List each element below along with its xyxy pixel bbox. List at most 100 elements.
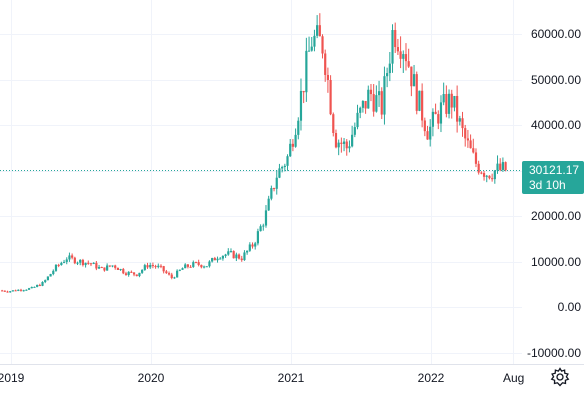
candle-up[interactable] (313, 29, 316, 52)
candle-down[interactable] (71, 253, 74, 260)
candle-up[interactable] (92, 262, 95, 265)
candle-up[interactable] (342, 137, 346, 152)
candle-up[interactable] (442, 82, 445, 106)
candle-down[interactable] (488, 175, 491, 180)
candle-up[interactable] (84, 262, 87, 268)
candle-up[interactable] (149, 262, 152, 269)
candle-down[interactable] (321, 34, 324, 59)
candle-up[interactable] (254, 241, 257, 250)
candle-up[interactable] (157, 263, 160, 269)
candle-down[interactable] (170, 272, 173, 280)
candle-down[interactable] (445, 85, 448, 118)
candle-down[interactable] (372, 84, 375, 117)
candle-up[interactable] (68, 252, 71, 262)
candle-up[interactable] (173, 276, 176, 279)
candle-up[interactable] (97, 264, 101, 270)
candle-up[interactable] (219, 256, 222, 260)
candle-down[interactable] (415, 71, 418, 115)
candle-up[interactable] (501, 157, 505, 172)
candle-up[interactable] (305, 37, 308, 102)
candle-up[interactable] (224, 253, 227, 258)
candle-down[interactable] (81, 258, 85, 267)
candle-up[interactable] (294, 128, 297, 148)
candle-down[interactable] (57, 263, 60, 268)
candle-up[interactable] (270, 185, 273, 201)
candle-down[interactable] (154, 264, 157, 269)
candle-up[interactable] (278, 163, 281, 179)
candle-up[interactable] (286, 154, 289, 171)
candle-down[interactable] (404, 43, 408, 71)
candle-up[interactable] (375, 85, 378, 113)
candle-down[interactable] (197, 259, 200, 267)
candle-down[interactable] (340, 137, 343, 153)
candle-down[interactable] (474, 148, 478, 168)
candle-up[interactable] (184, 263, 187, 269)
candle-up[interactable] (41, 281, 44, 287)
candle-down[interactable] (213, 256, 216, 261)
candle-down[interactable] (466, 129, 470, 148)
price-axis[interactable]: 60000.00 50000.00 40000.00 20000.00 10000.00… (527, 27, 581, 360)
candle-down[interactable] (186, 264, 190, 269)
candle-up[interactable] (297, 117, 300, 140)
candle-down[interactable] (426, 125, 429, 140)
time-axis[interactable]: 2019 2020 2021 2022 Aug (0, 371, 524, 385)
candle-up[interactable] (44, 279, 47, 284)
candle-down[interactable] (423, 117, 426, 137)
candle-down[interactable] (6, 290, 9, 293)
candle-up[interactable] (62, 259, 66, 264)
candle-up[interactable] (127, 271, 130, 277)
candle-down[interactable] (162, 265, 165, 274)
candle-down[interactable] (95, 261, 98, 271)
candle-up[interactable] (65, 257, 68, 265)
candle-down[interactable] (103, 267, 106, 272)
candle-down[interactable] (326, 67, 330, 93)
candle-up[interactable] (367, 85, 370, 109)
candle-up[interactable] (310, 37, 313, 52)
candle-down[interactable] (324, 49, 327, 82)
candle-up[interactable] (377, 80, 381, 107)
candle-down[interactable] (189, 265, 192, 268)
candle-up[interactable] (248, 242, 251, 252)
candle-up[interactable] (211, 257, 214, 263)
candle-down[interactable] (122, 267, 125, 275)
candle-up[interactable] (412, 64, 416, 87)
candle-up[interactable] (351, 125, 354, 148)
candle-down[interactable] (130, 270, 133, 273)
candle-down[interactable] (345, 139, 348, 156)
candle-up[interactable] (337, 139, 340, 156)
candle-up[interactable] (348, 140, 351, 153)
candle-down[interactable] (329, 75, 332, 116)
candle-up[interactable] (106, 263, 109, 271)
candle-up[interactable] (485, 174, 488, 183)
candle-down[interactable] (272, 187, 276, 192)
candle-up[interactable] (386, 67, 389, 88)
candle-up[interactable] (27, 287, 31, 290)
candle-up[interactable] (46, 276, 50, 281)
candle-up[interactable] (447, 89, 451, 119)
candle-down[interactable] (499, 158, 502, 172)
candle-up[interactable] (493, 169, 496, 184)
candle-down[interactable] (407, 48, 410, 68)
candle-up[interactable] (192, 260, 195, 268)
candle-down[interactable] (251, 242, 254, 249)
candle-up[interactable] (141, 269, 144, 274)
candle-up[interactable] (289, 139, 292, 158)
candle-up[interactable] (356, 104, 359, 130)
candle-up[interactable] (259, 224, 262, 232)
candle-down[interactable] (380, 87, 383, 120)
candle-up[interactable] (264, 205, 268, 228)
candle-down[interactable] (159, 264, 163, 269)
candle-up[interactable] (76, 261, 79, 266)
candle-up[interactable] (181, 267, 184, 270)
candle-down[interactable] (332, 112, 335, 137)
candle-down[interactable] (132, 272, 136, 277)
candle-down[interactable] (194, 261, 198, 264)
gear-icon[interactable] (549, 366, 571, 388)
candle-up[interactable] (33, 286, 36, 288)
candle-up[interactable] (138, 272, 141, 278)
candle-up[interactable] (316, 15, 319, 39)
candle-down[interactable] (87, 260, 90, 265)
candle-up[interactable] (299, 78, 303, 131)
candle-up[interactable] (359, 106, 362, 119)
candle-up[interactable] (30, 286, 33, 289)
